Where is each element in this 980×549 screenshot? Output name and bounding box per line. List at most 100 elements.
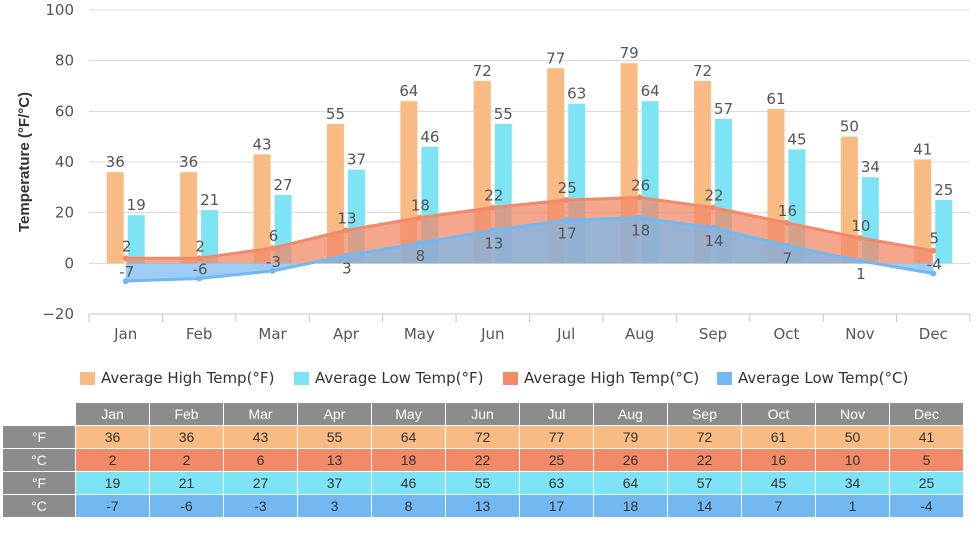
table-cell: 25 <box>519 448 594 472</box>
table-cell: 55 <box>297 425 372 449</box>
table-cell: 64 <box>371 425 446 449</box>
table-cell: 5 <box>889 448 964 472</box>
bar <box>201 210 219 264</box>
table-cell: 34 <box>815 471 890 495</box>
data-label: -4 <box>927 255 942 273</box>
data-label: 17 <box>558 224 577 242</box>
table-row: °F 36 36 43 55 64 72 77 79 72 61 50 41 <box>2 425 964 449</box>
series-marker <box>783 242 790 249</box>
y-tick-label: 100 <box>45 1 74 19</box>
x-tick-label: May <box>404 325 435 343</box>
table-cell: 19 <box>75 471 150 495</box>
table-cell: 77 <box>519 425 594 449</box>
table-cell: 79 <box>593 425 668 449</box>
table-cell: 17 <box>519 494 594 518</box>
series-marker <box>342 252 349 259</box>
data-label: 2 <box>122 237 132 255</box>
table-column-header: Jun <box>445 402 520 426</box>
table-cell: 21 <box>149 471 224 495</box>
data-table: Jan Feb Mar Apr May Jun Jul Aug Sep Oct Nov Dec °F 3… <box>2 402 964 518</box>
legend-label: Average High Temp(°C) <box>524 369 700 387</box>
table-cell: 46 <box>371 471 446 495</box>
x-tick-label: Jul <box>556 325 575 343</box>
table-cell: 16 <box>741 448 816 472</box>
legend-item[interactable]: Average Low Temp(°F) <box>294 369 483 387</box>
series-marker <box>563 197 570 203</box>
data-label: 18 <box>411 197 430 215</box>
series-marker <box>636 214 643 221</box>
table-cell: 36 <box>75 425 150 449</box>
table-unit-cell: °C <box>2 448 76 472</box>
series-marker <box>342 227 349 234</box>
legend-label: Average High Temp(°F) <box>101 369 275 387</box>
legend-item[interactable]: Average Low Temp(°C) <box>717 369 908 387</box>
bar <box>106 172 124 264</box>
data-label: -6 <box>193 261 208 279</box>
table-cell: 57 <box>667 471 742 495</box>
series-marker <box>636 194 643 201</box>
legend-item[interactable]: Average High Temp(°C) <box>503 369 699 387</box>
x-tick-label: Mar <box>258 325 287 343</box>
legend: Average High Temp(°F) Average Low Temp(°F… <box>0 365 980 393</box>
series-marker <box>856 235 863 241</box>
table-cell: -7 <box>75 494 150 518</box>
legend-label: Average Low Temp(°F) <box>315 369 484 387</box>
y-tick-label: 40 <box>55 153 74 171</box>
series-marker <box>416 214 423 221</box>
x-tick-label: Jan <box>113 325 137 343</box>
bar <box>914 159 932 264</box>
data-label: -7 <box>119 263 134 281</box>
bar <box>840 136 858 264</box>
table-cell: 6 <box>223 448 298 472</box>
table-cell: 26 <box>593 448 668 472</box>
table-cell: 27 <box>223 471 298 495</box>
data-label: 57 <box>714 100 733 118</box>
data-label: 10 <box>851 217 870 235</box>
series-marker <box>196 255 203 262</box>
table-column-header: Nov <box>815 402 890 426</box>
series-marker <box>930 247 937 254</box>
series-line <box>125 216 934 283</box>
bars <box>106 63 953 264</box>
y-axis: −20 0 20 40 60 80 100 <box>42 1 74 323</box>
data-label: 6 <box>269 227 279 245</box>
y-axis-label: Temperature (°F/°C) <box>16 92 33 232</box>
bar <box>180 172 198 264</box>
data-label: 79 <box>620 44 639 62</box>
table-corner <box>2 402 76 426</box>
series-marker <box>710 224 717 231</box>
bar <box>326 124 344 264</box>
table-column-header: Aug <box>593 402 668 426</box>
data-label: 22 <box>484 187 503 205</box>
series-marker <box>416 240 423 247</box>
table-cell: 64 <box>593 471 668 495</box>
table-cell: 7 <box>741 494 816 518</box>
x-tick-label: Feb <box>186 325 213 343</box>
data-label: -3 <box>266 253 281 271</box>
table-body: °F 36 36 43 55 64 72 77 79 72 61 50 41 °C 2 2 6 13 18 22 25 2… <box>2 425 964 518</box>
data-label: 25 <box>558 179 577 197</box>
series-marker <box>269 245 276 252</box>
table-cell: -4 <box>889 494 964 518</box>
table-cell: 22 <box>667 448 742 472</box>
data-label: 21 <box>200 191 219 209</box>
data-label: 64 <box>641 82 660 100</box>
bar <box>127 215 145 264</box>
data-label: 72 <box>693 62 712 80</box>
series-marker <box>856 257 863 264</box>
legend-item[interactable]: Average High Temp(°F) <box>80 369 274 387</box>
data-label: 77 <box>546 49 565 67</box>
data-label: 27 <box>273 176 292 194</box>
table-column-header: Apr <box>297 402 372 426</box>
series-marker <box>122 255 129 262</box>
data-label: 26 <box>631 176 650 194</box>
table-row: °C -7 -6 -3 3 8 13 17 18 14 7 1 -4 <box>2 494 964 518</box>
data-label: 25 <box>934 181 953 199</box>
table-cell: 50 <box>815 425 890 449</box>
data-label: 5 <box>930 230 940 248</box>
table-cell: 18 <box>593 494 668 518</box>
data-label: 8 <box>416 247 426 265</box>
table-column-header: Jan <box>75 402 150 426</box>
